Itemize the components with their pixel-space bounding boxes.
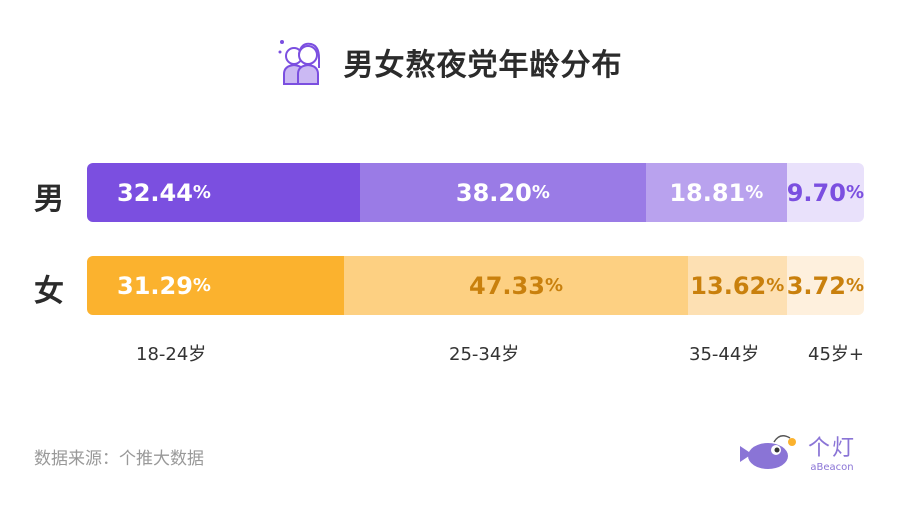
percent-unit: % <box>544 275 563 296</box>
chart-title: 男女熬夜党年龄分布 <box>0 38 900 86</box>
category-label: 45岁+ <box>808 344 864 365</box>
couple-icon <box>278 40 320 85</box>
data-source: 数据来源：个推大数据 <box>34 449 204 469</box>
anglerfish-icon <box>740 434 796 469</box>
logo-en: aBeacon <box>810 462 854 473</box>
category-label: 25-34岁 <box>449 344 520 365</box>
title-text: 男女熬夜党年龄分布 <box>343 48 623 83</box>
bar-segment: 9.70% <box>786 163 864 222</box>
row-label-female: 女 <box>34 274 64 309</box>
bar-segment: 47.33% <box>344 256 688 315</box>
bar-segment: 38.20% <box>359 163 646 222</box>
bar-segment: 18.81% <box>645 163 787 222</box>
category-label: 18-24岁 <box>136 344 207 365</box>
logo: 个灯 aBeacon <box>738 430 856 473</box>
percent-unit: % <box>845 182 864 203</box>
percent-unit: % <box>192 275 211 296</box>
bar-segment: 31.29% <box>87 256 345 315</box>
data-label: 9.70 <box>786 178 846 207</box>
percent-unit: % <box>531 182 550 203</box>
data-label: 13.62 <box>690 271 767 300</box>
bar-segment: 13.62% <box>687 256 787 315</box>
bar-segment: 3.72% <box>786 256 864 315</box>
category-label: 35-44岁 <box>689 344 760 365</box>
percent-unit: % <box>845 275 864 296</box>
percent-unit: % <box>766 275 785 296</box>
logo-cn: 个灯 <box>808 436 857 461</box>
bar-male: 32.44% 38.20% 18.81% 9.70% <box>87 163 864 222</box>
row-label-male: 男 <box>34 182 64 217</box>
data-label: 31.29 <box>117 271 193 300</box>
percent-unit: % <box>745 182 764 203</box>
bar-female: 31.29% 47.33% 13.62% 3.72% <box>87 256 864 315</box>
percent-unit: % <box>192 182 211 203</box>
data-label: 3.72 <box>786 271 846 300</box>
data-label: 32.44 <box>117 178 193 207</box>
data-label: 47.33 <box>469 271 545 300</box>
bar-segment: 32.44% <box>87 163 360 222</box>
data-label: 18.81 <box>669 178 746 207</box>
data-label: 38.20 <box>455 178 532 207</box>
